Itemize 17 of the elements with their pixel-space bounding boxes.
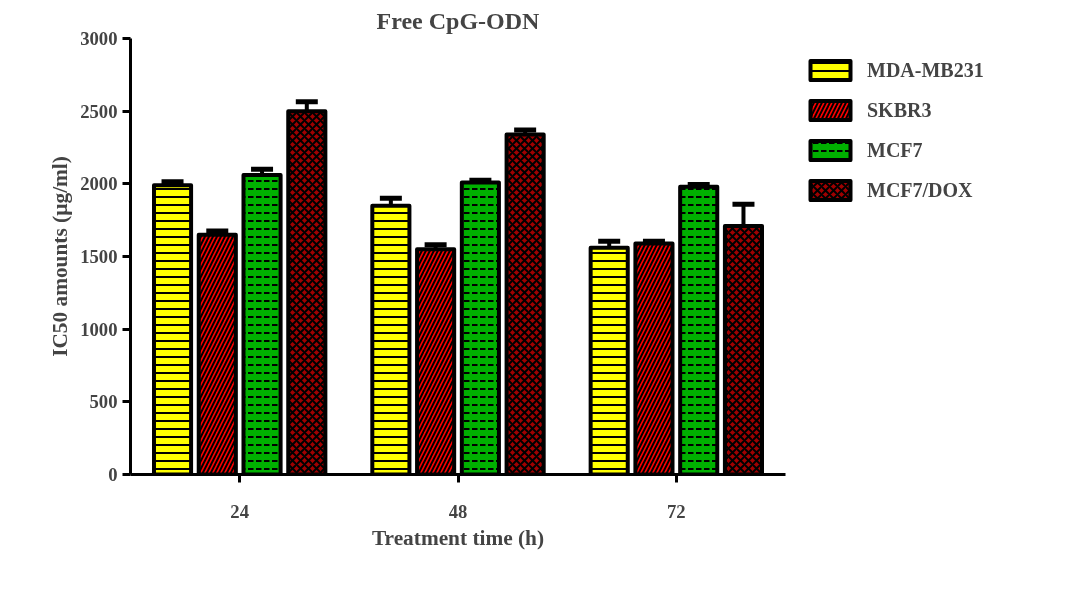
y-axis-title: IC50 amounts (µg/ml) bbox=[48, 156, 73, 357]
legend-label: MDA-MB231 bbox=[867, 58, 984, 82]
y-tick-label: 3000 bbox=[80, 28, 118, 49]
x-axis-title: Treatment time (h) bbox=[371, 525, 545, 550]
x-tick-label: 72 bbox=[667, 500, 686, 522]
legend-label: MCF7/DOX bbox=[867, 178, 973, 202]
y-tick-label: 500 bbox=[89, 391, 118, 413]
y-tick-label: 2000 bbox=[80, 173, 118, 195]
chart-title: Free CpG-ODN bbox=[376, 7, 541, 34]
y-tick-label: 1500 bbox=[80, 246, 118, 267]
y-tick-label: 2500 bbox=[80, 100, 118, 122]
y-tick-label: 1000 bbox=[80, 318, 118, 340]
legend-label: SKBR3 bbox=[867, 98, 932, 122]
x-tick-label: 24 bbox=[230, 500, 249, 522]
legend-label: MCF7 bbox=[867, 138, 923, 162]
y-tick-label: 0 bbox=[108, 464, 118, 485]
x-tick-label: 48 bbox=[448, 500, 468, 522]
